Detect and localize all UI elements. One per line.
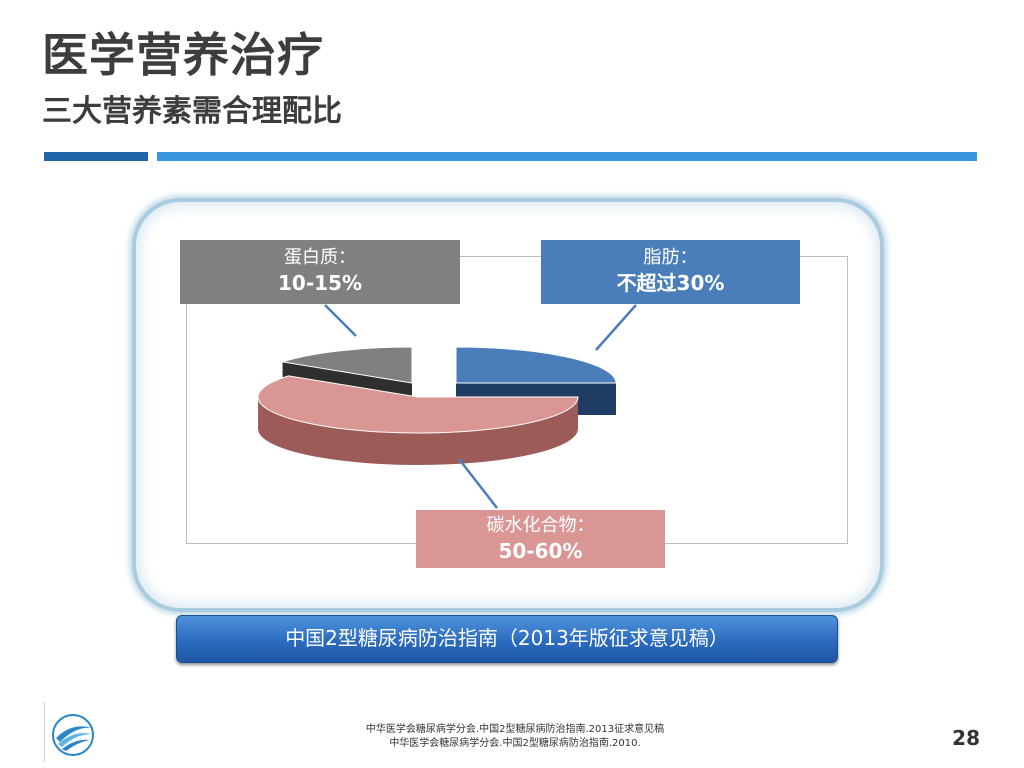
leader-line-fat	[595, 304, 637, 351]
data-label-protein-name: 蛋白质：	[284, 247, 356, 268]
pie-slices	[257, 346, 617, 465]
leader-lines	[324, 304, 637, 509]
footer-divider	[44, 702, 45, 762]
data-label-protein: 蛋白质： 10-15%	[180, 240, 460, 304]
source-banner: 中国2型糖尿病防治指南（2013年版征求意见稿）	[176, 615, 838, 663]
data-label-fat-value: 不超过30%	[616, 271, 725, 296]
slide-title: 医学营养治疗	[42, 28, 324, 82]
pie-slice-fat	[455, 346, 617, 384]
reference-2: 中华医学会糖尿病学分会.中国2型糖尿病防治指南.2010.	[389, 737, 641, 749]
title-accent-bar-light	[157, 152, 977, 161]
references: 中华医学会糖尿病学分会.中国2型糖尿病防治指南.2013征求意见稿 中华医学会糖…	[300, 723, 730, 750]
leader-line-carb	[458, 458, 498, 509]
data-label-carb: 碳水化合物： 50-60%	[416, 510, 665, 568]
pie-slice-carb	[257, 375, 579, 434]
page-number: 28	[952, 726, 980, 750]
leader-line-protein	[324, 304, 357, 337]
data-label-carb-value: 50-60%	[498, 539, 583, 564]
data-label-fat: 脂肪： 不超过30%	[541, 240, 800, 304]
reference-1: 中华医学会糖尿病学分会.中国2型糖尿病防治指南.2013征求意见稿	[365, 724, 665, 735]
data-label-fat-name: 脂肪：	[643, 247, 698, 268]
data-label-carb-name: 碳水化合物：	[486, 515, 595, 536]
pie-slice-protein	[282, 346, 413, 384]
cde-logo-icon	[52, 714, 94, 756]
data-label-protein-value: 10-15%	[277, 271, 362, 296]
title-accent-bar-dark	[44, 152, 148, 161]
slide-subtitle: 三大营养素需合理配比	[42, 94, 342, 129]
pie-slice-carb-side	[258, 397, 578, 465]
chart-frame	[132, 198, 884, 612]
